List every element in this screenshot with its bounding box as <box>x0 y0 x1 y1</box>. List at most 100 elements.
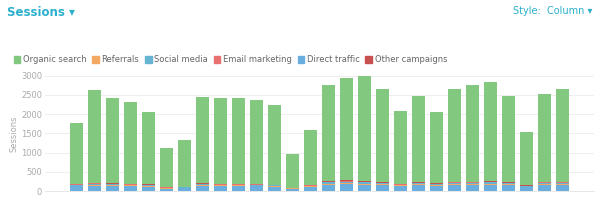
Bar <box>160 188 173 191</box>
Bar <box>124 102 137 184</box>
Bar <box>268 185 281 186</box>
Bar <box>178 188 191 191</box>
Bar <box>376 183 389 184</box>
Bar <box>466 185 479 191</box>
Bar <box>142 186 155 187</box>
Y-axis label: Sessions: Sessions <box>10 115 19 152</box>
Bar <box>556 185 569 191</box>
Bar <box>160 147 173 187</box>
Bar <box>106 183 119 184</box>
Bar <box>484 182 497 184</box>
Bar <box>268 186 281 187</box>
Bar <box>502 183 515 184</box>
Bar <box>484 184 497 185</box>
Bar <box>106 186 119 191</box>
Bar <box>304 187 317 191</box>
Bar <box>196 185 209 186</box>
Bar <box>412 182 425 183</box>
Legend: Organic search, Referrals, Social media, Email marketing, Direct traffic, Other : Organic search, Referrals, Social media,… <box>10 52 451 68</box>
Bar <box>88 186 101 191</box>
Bar <box>178 187 191 188</box>
Bar <box>142 184 155 185</box>
Bar <box>448 184 461 185</box>
Bar <box>250 184 263 185</box>
Bar <box>178 186 191 187</box>
Bar <box>70 123 83 184</box>
Bar <box>520 132 533 185</box>
Bar <box>232 184 245 185</box>
Bar <box>286 188 299 189</box>
Bar <box>466 182 479 183</box>
Text: Style:  Column ▾: Style: Column ▾ <box>514 6 593 16</box>
Bar <box>88 184 101 185</box>
Bar <box>394 186 407 191</box>
Bar <box>538 182 551 183</box>
Bar <box>358 76 371 181</box>
Bar <box>358 181 371 182</box>
Bar <box>448 89 461 182</box>
Bar <box>340 180 353 181</box>
Bar <box>304 185 317 186</box>
Bar <box>214 186 227 191</box>
Bar <box>538 184 551 185</box>
Bar <box>412 185 425 191</box>
Bar <box>556 183 569 184</box>
Bar <box>268 187 281 191</box>
Bar <box>268 105 281 185</box>
Bar <box>448 183 461 184</box>
Bar <box>358 185 371 191</box>
Bar <box>142 112 155 184</box>
Bar <box>448 185 461 191</box>
Bar <box>340 78 353 180</box>
Bar <box>232 186 245 191</box>
Bar <box>286 189 299 191</box>
Bar <box>106 184 119 185</box>
Bar <box>286 187 299 188</box>
Bar <box>394 185 407 186</box>
Bar <box>556 181 569 182</box>
Bar <box>466 85 479 181</box>
Bar <box>520 186 533 187</box>
Bar <box>376 89 389 182</box>
Bar <box>340 183 353 184</box>
Bar <box>412 96 425 182</box>
Bar <box>88 183 101 184</box>
Bar <box>322 181 335 182</box>
Bar <box>178 140 191 186</box>
Bar <box>286 154 299 187</box>
Bar <box>556 182 569 183</box>
Bar <box>394 111 407 184</box>
Bar <box>250 185 263 186</box>
Bar <box>70 186 83 191</box>
Bar <box>430 184 443 185</box>
Bar <box>340 184 353 191</box>
Bar <box>214 185 227 186</box>
Bar <box>70 185 83 186</box>
Bar <box>250 100 263 184</box>
Bar <box>160 187 173 188</box>
Bar <box>484 185 497 191</box>
Bar <box>232 98 245 184</box>
Bar <box>520 187 533 191</box>
Bar <box>142 185 155 186</box>
Bar <box>322 184 335 185</box>
Bar <box>484 82 497 181</box>
Bar <box>412 184 425 185</box>
Bar <box>322 85 335 181</box>
Bar <box>448 182 461 183</box>
Bar <box>250 186 263 191</box>
Bar <box>196 97 209 183</box>
Bar <box>142 187 155 191</box>
Bar <box>394 184 407 185</box>
Bar <box>304 130 317 185</box>
Bar <box>304 186 317 187</box>
Bar <box>556 184 569 185</box>
Bar <box>466 183 479 184</box>
Bar <box>502 184 515 185</box>
Bar <box>322 182 335 184</box>
Bar <box>412 183 425 184</box>
Bar <box>214 98 227 184</box>
Bar <box>124 186 137 191</box>
Bar <box>502 96 515 182</box>
Bar <box>196 186 209 191</box>
